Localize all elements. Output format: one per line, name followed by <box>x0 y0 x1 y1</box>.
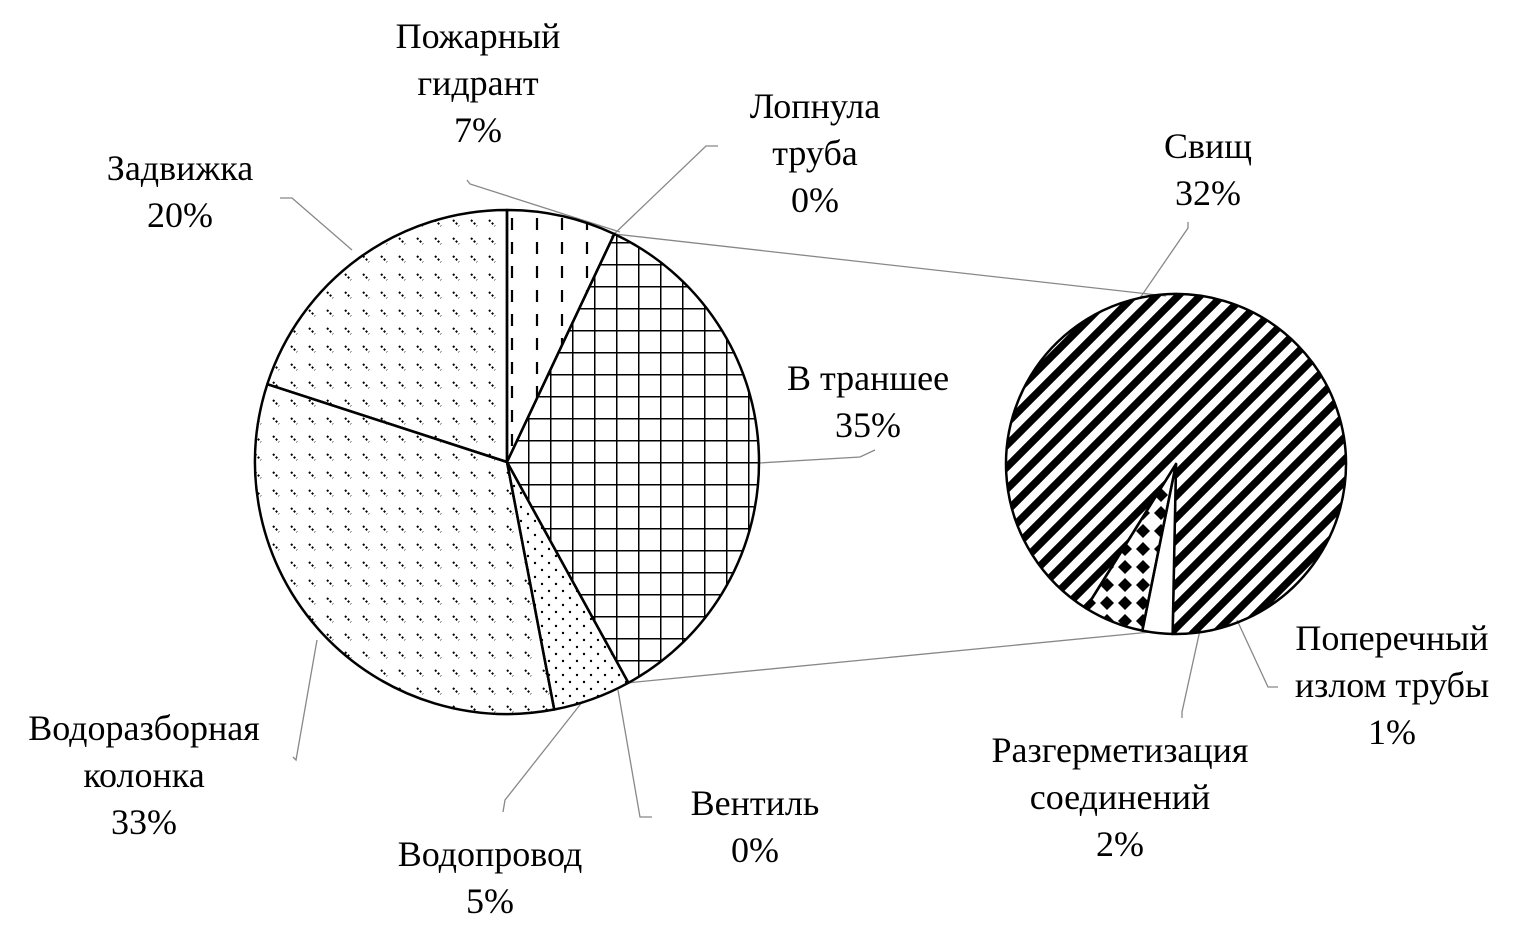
percent-label-водопровод: 5% <box>466 881 514 921</box>
slice-label-пожарный-гидрант: Пожарный <box>396 16 561 56</box>
connector-top <box>614 233 1167 297</box>
percent-label-лопнула-труба: 0% <box>791 180 839 220</box>
leader-line-свищ <box>1139 222 1189 299</box>
leader-line-вентиль <box>617 689 652 818</box>
percent-label-поперечный-излом-трубы: 1% <box>1368 712 1416 752</box>
percent-label-свищ: 32% <box>1175 173 1241 213</box>
main-slice-пожарный-гидрант <box>505 208 616 464</box>
leader-line-поперечный-излом-трубы <box>1236 619 1278 688</box>
slice-label-водоразборная-колонка: Водоразборная <box>28 708 260 748</box>
leader-line-водоразборная-колонка <box>292 639 318 762</box>
connector-bottom <box>628 629 1172 684</box>
leader-line-разгерметизация-соединений <box>1181 629 1201 718</box>
slice-label-водопровод: Водопровод <box>398 834 583 874</box>
percent-label-пожарный-гидрант: 7% <box>454 110 502 150</box>
percent-label-вентиль: 0% <box>731 830 779 870</box>
percent-label-задвижка: 20% <box>147 195 213 235</box>
leader-line-задвижка <box>280 197 353 251</box>
leader-line-лопнула-труба <box>610 145 718 238</box>
percent-label-разгерметизация-соединений: 2% <box>1096 824 1144 864</box>
slice-label-лопнула-труба: труба <box>772 133 858 173</box>
percent-label-водоразборная-колонка: 33% <box>111 802 177 842</box>
secondary-slice-разгерметизация-соединений <box>1084 462 1178 632</box>
slice-label-вентиль: Вентиль <box>691 783 820 823</box>
leader-line-водопровод <box>502 700 584 813</box>
slice-label-водоразборная-колонка: колонка <box>83 755 204 795</box>
leader-line-в-траншее <box>758 449 876 464</box>
leader-line-пожарный-гидрант <box>466 179 621 233</box>
main-slice-водоразборная-колонка <box>253 382 556 716</box>
slice-label-разгерметизация-соединений: соединений <box>1030 777 1211 817</box>
main-slice-задвижка <box>266 208 509 464</box>
percent-label-в-траншее: 35% <box>835 405 901 445</box>
slice-labels: Пожарный гидрант 7% Лопнула труба 0% В траншее… <box>28 16 1489 921</box>
slice-label-поперечный-излом-трубы: Поперечный <box>1295 618 1488 658</box>
main-slice-в-траншее <box>505 232 761 685</box>
pie-slices <box>253 208 1348 716</box>
slice-label-поперечный-излом-трубы: излом трубы <box>1295 665 1489 705</box>
slice-label-пожарный-гидрант: гидрант <box>417 63 539 103</box>
slice-label-лопнула-труба: Лопнула <box>750 86 880 126</box>
slice-label-в-траншее: В траншее <box>787 358 949 398</box>
slice-label-задвижка: Задвижка <box>107 148 253 188</box>
slice-label-разгерметизация-соединений: Разгерметизация <box>992 730 1249 770</box>
leader-lines <box>280 145 1278 818</box>
slice-label-свищ: Свищ <box>1164 126 1252 166</box>
